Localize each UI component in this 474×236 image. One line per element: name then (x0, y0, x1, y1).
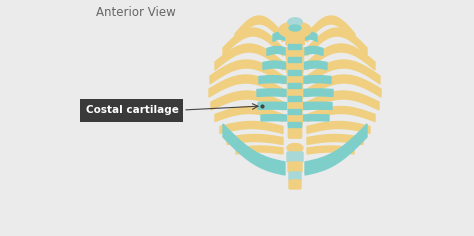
FancyBboxPatch shape (288, 87, 302, 99)
Ellipse shape (279, 22, 311, 38)
FancyBboxPatch shape (289, 97, 301, 101)
FancyBboxPatch shape (286, 48, 303, 60)
FancyBboxPatch shape (289, 110, 301, 114)
Ellipse shape (289, 25, 301, 31)
FancyBboxPatch shape (286, 48, 303, 60)
Polygon shape (307, 75, 381, 97)
Polygon shape (220, 122, 283, 134)
FancyBboxPatch shape (288, 113, 302, 125)
FancyBboxPatch shape (289, 71, 301, 76)
FancyBboxPatch shape (287, 61, 303, 73)
Polygon shape (303, 102, 332, 110)
FancyBboxPatch shape (288, 74, 302, 86)
FancyBboxPatch shape (288, 87, 302, 99)
Polygon shape (235, 16, 283, 42)
Polygon shape (303, 89, 333, 97)
FancyBboxPatch shape (289, 71, 301, 76)
FancyBboxPatch shape (287, 61, 303, 73)
Ellipse shape (289, 25, 301, 31)
Polygon shape (259, 76, 287, 84)
FancyBboxPatch shape (289, 58, 301, 63)
FancyBboxPatch shape (289, 45, 301, 50)
FancyBboxPatch shape (289, 122, 301, 127)
Polygon shape (307, 106, 375, 122)
Polygon shape (307, 122, 370, 134)
FancyBboxPatch shape (286, 33, 304, 45)
FancyBboxPatch shape (288, 162, 302, 172)
Polygon shape (236, 146, 283, 154)
FancyBboxPatch shape (289, 172, 301, 181)
FancyBboxPatch shape (287, 152, 303, 162)
FancyBboxPatch shape (289, 97, 301, 101)
Text: Costal cartilage: Costal cartilage (86, 105, 178, 115)
FancyBboxPatch shape (288, 74, 302, 86)
FancyBboxPatch shape (286, 33, 304, 45)
Polygon shape (307, 44, 375, 70)
Polygon shape (303, 32, 317, 42)
Polygon shape (263, 61, 287, 69)
FancyBboxPatch shape (289, 110, 301, 114)
Polygon shape (210, 60, 283, 84)
Polygon shape (258, 102, 287, 110)
Polygon shape (209, 75, 283, 97)
FancyBboxPatch shape (289, 180, 301, 189)
Polygon shape (257, 89, 287, 97)
Polygon shape (273, 32, 287, 42)
Ellipse shape (279, 22, 311, 38)
FancyBboxPatch shape (289, 84, 301, 88)
FancyBboxPatch shape (289, 45, 301, 50)
FancyBboxPatch shape (288, 113, 302, 125)
Polygon shape (215, 44, 283, 70)
Polygon shape (261, 115, 287, 121)
FancyBboxPatch shape (289, 122, 301, 127)
Polygon shape (307, 146, 354, 154)
Polygon shape (307, 16, 355, 42)
Polygon shape (305, 124, 367, 175)
Polygon shape (223, 28, 283, 56)
Ellipse shape (288, 18, 302, 26)
Polygon shape (303, 61, 327, 69)
FancyBboxPatch shape (289, 126, 301, 138)
Polygon shape (215, 106, 283, 122)
Polygon shape (223, 124, 285, 175)
FancyBboxPatch shape (289, 58, 301, 63)
Polygon shape (303, 46, 323, 55)
Polygon shape (227, 135, 283, 144)
Ellipse shape (287, 143, 303, 152)
Polygon shape (303, 76, 331, 84)
Polygon shape (211, 91, 283, 110)
Ellipse shape (288, 18, 302, 26)
Text: Anterior View: Anterior View (96, 5, 176, 18)
FancyBboxPatch shape (288, 100, 302, 112)
Polygon shape (307, 60, 380, 84)
FancyBboxPatch shape (289, 84, 301, 88)
Polygon shape (267, 46, 287, 55)
Polygon shape (307, 91, 379, 110)
FancyBboxPatch shape (81, 98, 183, 122)
Polygon shape (303, 115, 329, 121)
Polygon shape (307, 135, 363, 144)
FancyBboxPatch shape (289, 126, 301, 138)
Polygon shape (307, 28, 367, 56)
FancyBboxPatch shape (288, 100, 302, 112)
